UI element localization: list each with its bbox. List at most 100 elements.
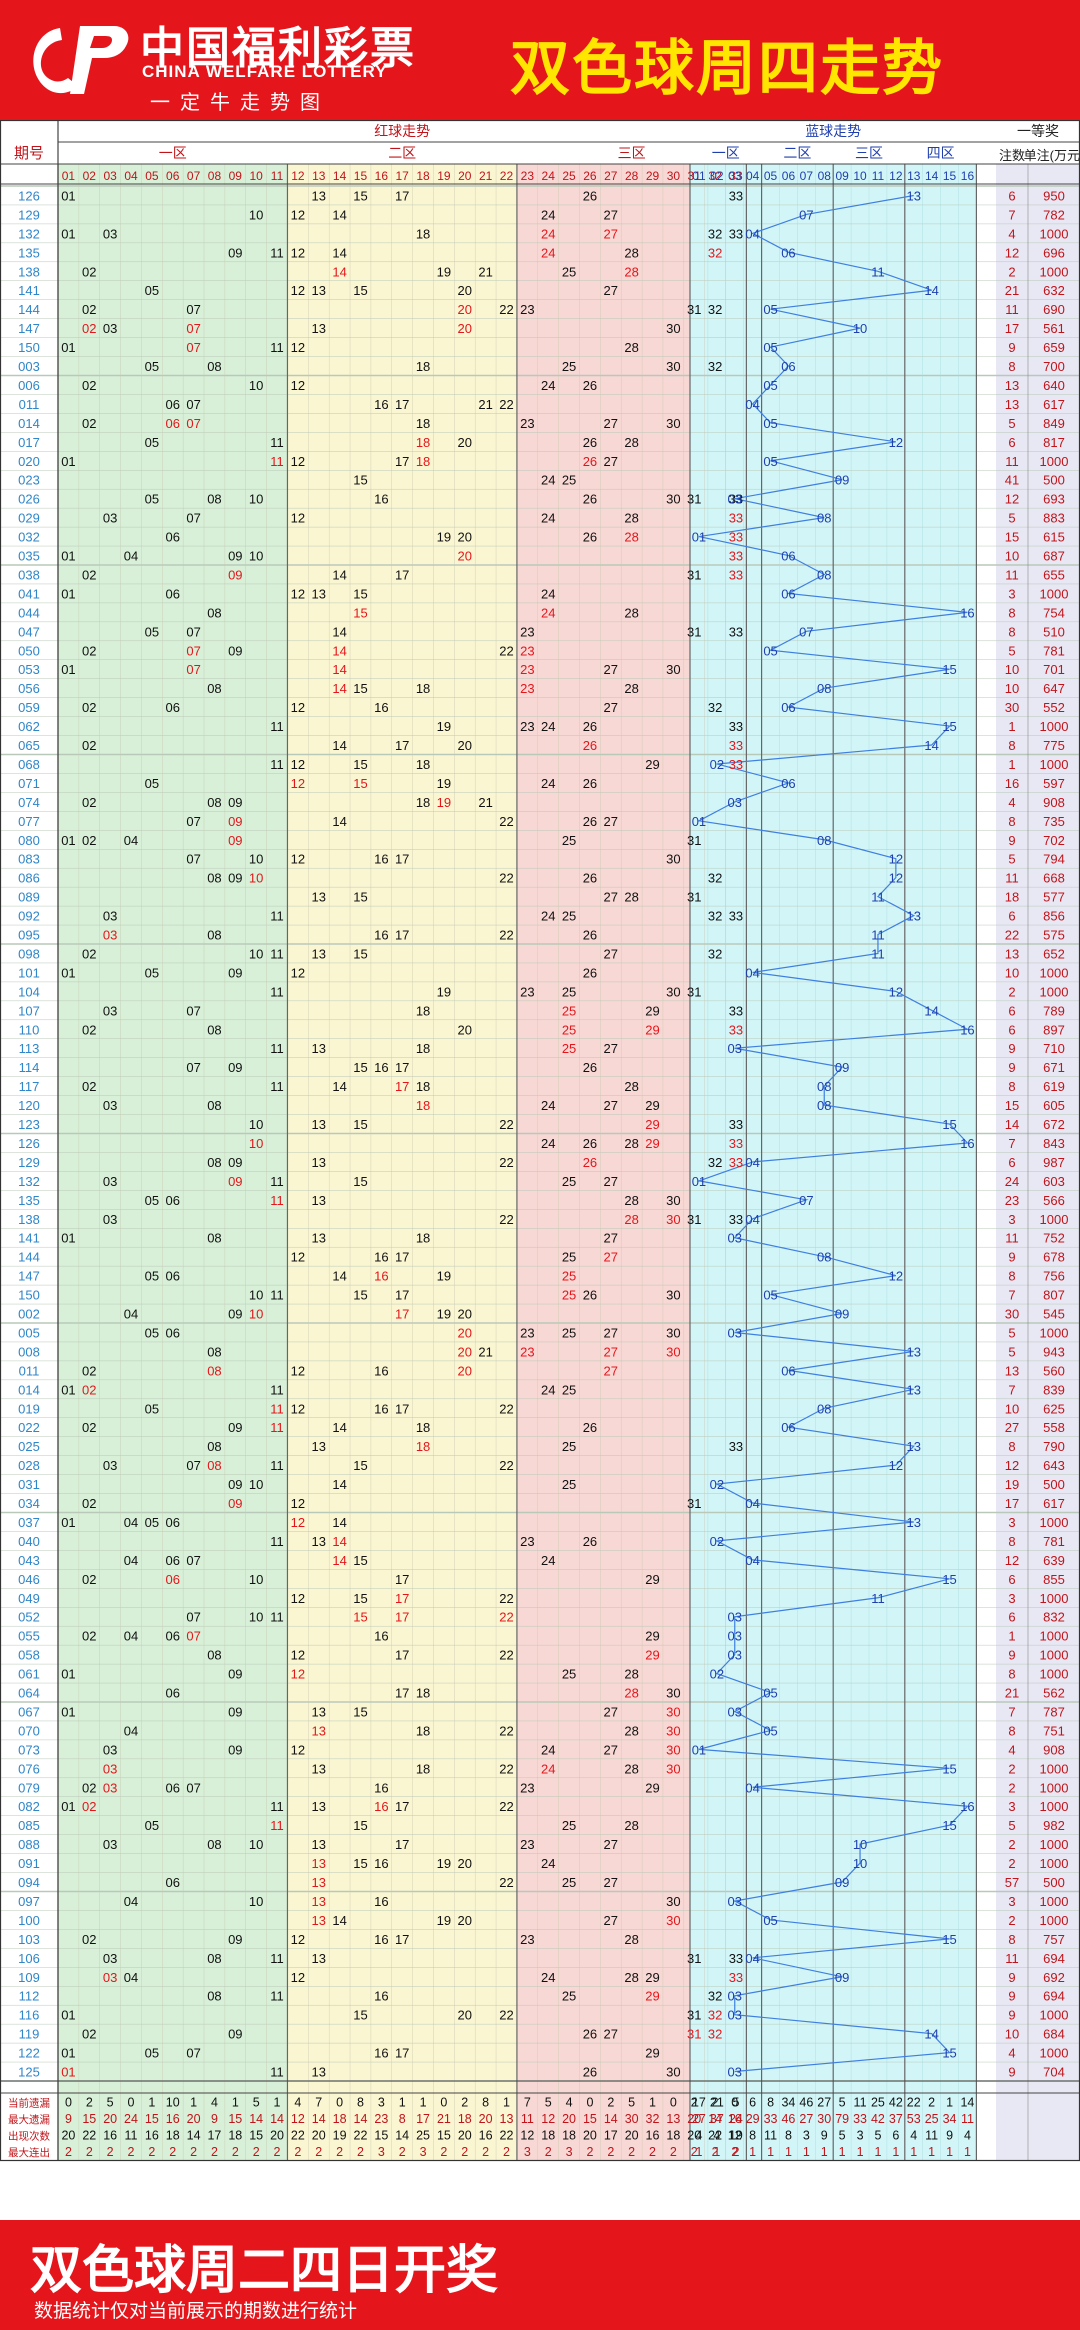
red-ball-mark: 29 bbox=[645, 1098, 659, 1113]
prize-count: 10 bbox=[1005, 681, 1019, 696]
period-number: 035 bbox=[18, 549, 40, 564]
red-ball-mark: 07 bbox=[186, 852, 200, 867]
prize-count: 2 bbox=[1008, 264, 1015, 279]
blue-number-header: 03 bbox=[728, 169, 742, 183]
red-ball-mark: 22 bbox=[499, 1458, 513, 1473]
red-stat-value: 13 bbox=[666, 2112, 680, 2126]
blue-stat-value: 9 bbox=[946, 2128, 953, 2142]
red-ball-mark: 05 bbox=[145, 1515, 159, 1530]
prize-amount: 566 bbox=[1043, 1193, 1065, 1208]
red-ball-mark: 24 bbox=[541, 605, 555, 620]
prize-count: 4 bbox=[1008, 1742, 1015, 1757]
red-ball-mark: 33 bbox=[729, 511, 743, 526]
red-number-header: 18 bbox=[416, 169, 430, 183]
red-ball-mark: 17 bbox=[395, 1932, 409, 1947]
red-ball-mark: 33 bbox=[729, 909, 743, 924]
red-ball-mark: 03 bbox=[103, 1970, 117, 1985]
red-stat-value: 2 bbox=[190, 2145, 197, 2159]
blue-ball-mark: 05 bbox=[763, 643, 777, 658]
period-number: 100 bbox=[18, 1913, 40, 1928]
period-number: 089 bbox=[18, 890, 40, 905]
red-ball-mark: 18 bbox=[416, 1041, 430, 1056]
red-ball-mark: 02 bbox=[82, 378, 96, 393]
period-number: 073 bbox=[18, 1742, 40, 1757]
red-stat-value: 0 bbox=[440, 2095, 447, 2109]
red-ball-mark: 33 bbox=[729, 1970, 743, 1985]
prize-amount: 775 bbox=[1043, 738, 1065, 753]
red-ball-mark: 17 bbox=[395, 1837, 409, 1852]
blue-ball-mark: 07 bbox=[799, 207, 813, 222]
period-number: 032 bbox=[18, 530, 40, 545]
red-number-header: 08 bbox=[208, 169, 222, 183]
red-ball-mark: 06 bbox=[165, 700, 179, 715]
red-ball-mark: 13 bbox=[312, 1913, 326, 1928]
prize-count: 5 bbox=[1008, 1325, 1015, 1340]
red-ball-mark: 15 bbox=[353, 1060, 367, 1075]
blue-number-header: 10 bbox=[853, 169, 867, 183]
prize-count: 7 bbox=[1008, 1136, 1015, 1151]
red-ball-mark: 07 bbox=[186, 511, 200, 526]
red-ball-mark: 08 bbox=[207, 871, 221, 886]
red-ball-mark: 12 bbox=[291, 283, 305, 298]
red-ball-mark: 07 bbox=[186, 321, 200, 336]
period-number: 011 bbox=[19, 1363, 40, 1378]
red-ball-mark: 27 bbox=[604, 454, 618, 469]
red-ball-mark: 19 bbox=[437, 264, 451, 279]
prize-count: 6 bbox=[1008, 1155, 1015, 1170]
red-ball-mark: 11 bbox=[270, 245, 284, 260]
red-stat-value: 2 bbox=[86, 2095, 93, 2109]
prize-amount: 1000 bbox=[1040, 1667, 1069, 1682]
prize-count-header: 注数 bbox=[999, 148, 1025, 163]
red-ball-mark: 10 bbox=[249, 207, 263, 222]
prize-amount: 643 bbox=[1043, 1458, 1065, 1473]
blue-ball-mark: 04 bbox=[745, 1496, 759, 1511]
red-ball-mark: 09 bbox=[228, 833, 242, 848]
blue-number-header: 12 bbox=[889, 169, 903, 183]
period-number: 002 bbox=[18, 1307, 40, 1322]
red-ball-mark: 24 bbox=[541, 511, 555, 526]
red-ball-mark: 01 bbox=[61, 2008, 75, 2023]
period-number: 034 bbox=[18, 1496, 40, 1511]
red-stat-value: 15 bbox=[228, 2112, 242, 2126]
red-ball-mark: 10 bbox=[249, 1572, 263, 1587]
period-number: 082 bbox=[18, 1799, 40, 1814]
red-ball-mark: 08 bbox=[207, 605, 221, 620]
red-ball-mark: 04 bbox=[124, 1307, 138, 1322]
period-number: 126 bbox=[18, 1136, 40, 1151]
blue-ball-mark: 05 bbox=[763, 1723, 777, 1738]
red-number-header: 25 bbox=[562, 169, 576, 183]
red-number-header: 07 bbox=[187, 169, 201, 183]
red-ball-mark: 07 bbox=[186, 1003, 200, 1018]
red-number-header: 28 bbox=[625, 169, 639, 183]
blue-stat-value: 4 bbox=[713, 2128, 720, 2142]
prize-count: 30 bbox=[1005, 700, 1019, 715]
red-stat-value: 14 bbox=[395, 2128, 409, 2142]
period-number: 037 bbox=[18, 1515, 40, 1530]
red-ball-mark: 27 bbox=[604, 1325, 618, 1340]
red-stat-value: 13 bbox=[500, 2112, 514, 2126]
red-ball-mark: 28 bbox=[624, 1723, 638, 1738]
red-ball-mark: 11 bbox=[270, 909, 284, 924]
red-ball-mark: 09 bbox=[228, 795, 242, 810]
red-ball-mark: 24 bbox=[541, 1761, 555, 1776]
prize-amount: 575 bbox=[1043, 928, 1065, 943]
red-ball-mark: 11 bbox=[270, 1288, 284, 1303]
red-stat-value: 15 bbox=[82, 2112, 96, 2126]
red-stat-value: 8 bbox=[399, 2112, 406, 2126]
red-ball-mark: 13 bbox=[312, 321, 326, 336]
red-ball-mark: 29 bbox=[645, 757, 659, 772]
red-ball-mark: 12 bbox=[291, 1970, 305, 1985]
red-ball-mark: 15 bbox=[353, 473, 367, 488]
red-ball-mark: 12 bbox=[291, 852, 305, 867]
blue-stat-value: 1 bbox=[910, 2145, 917, 2159]
red-stat-value: 17 bbox=[207, 2128, 221, 2142]
red-ball-mark: 09 bbox=[228, 1704, 242, 1719]
red-stat-value: 1 bbox=[399, 2095, 406, 2109]
red-ball-mark: 25 bbox=[562, 1989, 576, 2004]
prize-count: 1 bbox=[1008, 757, 1015, 772]
period-number: 055 bbox=[18, 1629, 40, 1644]
prize-amount: 617 bbox=[1043, 1496, 1065, 1511]
prize-amount: 1000 bbox=[1040, 1325, 1069, 1340]
red-ball-mark: 06 bbox=[165, 1193, 179, 1208]
prize-count: 57 bbox=[1005, 1875, 1019, 1890]
